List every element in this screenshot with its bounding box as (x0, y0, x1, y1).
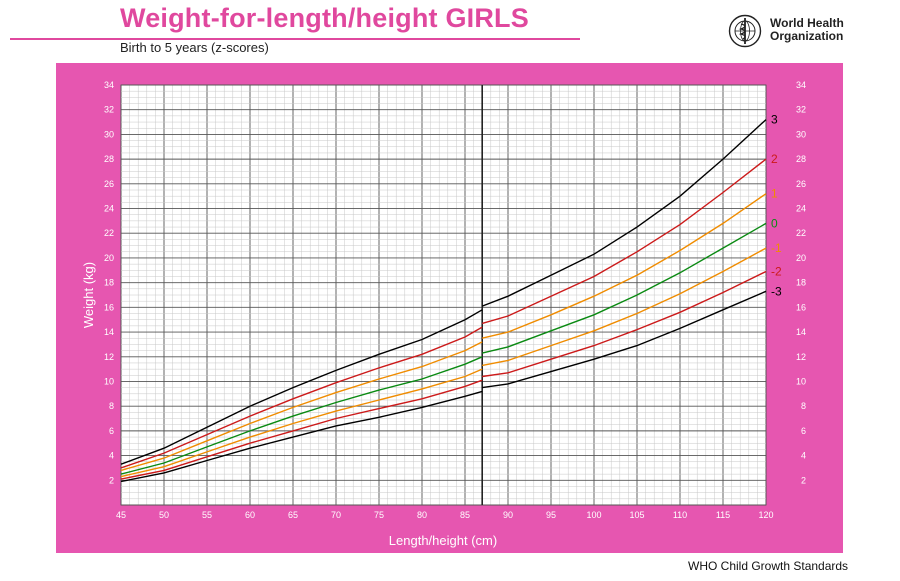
who-name-line1: World Health (770, 16, 844, 30)
x-tick-label: 110 (673, 510, 687, 520)
z-score-lines (120, 119, 767, 483)
series-end-label-z3: 3 (771, 113, 778, 127)
y-tick-label-left: 24 (104, 204, 114, 214)
series-end-label-z1: 1 (771, 187, 778, 201)
series-line-z0 (120, 356, 483, 475)
y-tick-label-right: 16 (796, 302, 806, 312)
series-end-label-z-2: -2 (771, 265, 782, 279)
series-line-z3 (120, 309, 483, 465)
who-name-line2: Organization (770, 29, 844, 43)
x-axis-label: Length/height (cm) (389, 533, 497, 548)
x-tick-label: 115 (716, 510, 730, 520)
who-emblem-icon (728, 14, 762, 48)
y-tick-label-left: 28 (104, 154, 114, 164)
x-tick-label: 45 (116, 510, 126, 520)
y-tick-label-right: 18 (796, 278, 806, 288)
x-tick-label: 85 (460, 510, 470, 520)
y-tick-label-right: 24 (796, 204, 806, 214)
series-end-label-z-1: -1 (771, 241, 782, 255)
grid (120, 84, 767, 506)
y-tick-label-right: 26 (796, 179, 806, 189)
x-tick-label: 90 (503, 510, 513, 520)
y-tick-label-right: 32 (796, 105, 806, 115)
y-tick-label-right: 14 (796, 327, 806, 337)
x-tick-label: 120 (758, 510, 773, 520)
x-tick-label: 60 (245, 510, 255, 520)
x-tick-label: 80 (417, 510, 427, 520)
y-tick-label-right: 6 (801, 426, 806, 436)
y-tick-label-right: 22 (796, 228, 806, 238)
series-line-z-2 (120, 379, 483, 480)
y-tick-label-left: 14 (104, 327, 114, 337)
x-tick-label: 95 (546, 510, 556, 520)
chart-subtitle: Birth to 5 years (z-scores) (120, 40, 269, 55)
y-axis-label: Weight (kg) (81, 262, 96, 328)
series-line-z-2-height (482, 270, 767, 378)
y-tick-label-right: 4 (801, 451, 806, 461)
series-line-z-3 (120, 390, 483, 483)
y-tick-label-right: 30 (796, 129, 806, 139)
y-tick-label-left: 18 (104, 278, 114, 288)
y-tick-label-left: 26 (104, 179, 114, 189)
series-end-label-z-3: -3 (771, 284, 782, 298)
y-tick-label-left: 8 (109, 401, 114, 411)
who-name: World Health Organization (770, 17, 844, 43)
series-line-z1-height (482, 193, 767, 339)
series-line-z1 (120, 341, 483, 472)
y-tick-label-left: 22 (104, 228, 114, 238)
y-tick-label-left: 32 (104, 105, 114, 115)
series-line-z2-height (482, 158, 767, 325)
y-tick-label-right: 2 (801, 475, 806, 485)
x-tick-label: 55 (202, 510, 212, 520)
y-tick-label-left: 6 (109, 426, 114, 436)
x-tick-label: 105 (629, 510, 644, 520)
x-tick-label: 75 (374, 510, 384, 520)
x-tick-label: 100 (586, 510, 601, 520)
series-line-z-1 (120, 368, 483, 478)
series-line-z-3-height (482, 290, 767, 389)
y-tick-label-left: 12 (104, 352, 114, 362)
series-end-label-z0: 0 (771, 216, 778, 230)
z-score-labels: 3 2 1 0 -1 -2 -3 (771, 113, 782, 299)
title-underline (10, 38, 580, 40)
y-tick-label-left: 16 (104, 302, 114, 312)
y-tick-label-right: 28 (796, 154, 806, 164)
y-tick-label-right: 8 (801, 401, 806, 411)
y-tick-label-right: 20 (796, 253, 806, 263)
y-tick-label-left: 34 (104, 80, 114, 90)
y-tick-label-left: 4 (109, 451, 114, 461)
y-tick-label-left: 2 (109, 475, 114, 485)
x-tick-label: 65 (288, 510, 298, 520)
footer-source: WHO Child Growth Standards (688, 559, 849, 573)
y-tick-label-right: 10 (796, 376, 806, 386)
y-tick-label-left: 30 (104, 129, 114, 139)
series-line-z0-height (482, 222, 767, 354)
chart-title: Weight-for-length/height GIRLS (120, 3, 529, 33)
y-tick-label-right: 34 (796, 80, 806, 90)
y-tick-label-left: 10 (104, 376, 114, 386)
y-tick-label-left: 20 (104, 253, 114, 263)
series-line-z3-height (481, 119, 767, 307)
series-line-z2 (120, 326, 483, 469)
x-tick-label: 70 (331, 510, 341, 520)
series-end-label-z2: 2 (771, 152, 778, 166)
series-line-z-1-height (482, 247, 767, 367)
x-tick-label: 50 (159, 510, 169, 520)
y-tick-label-right: 12 (796, 352, 806, 362)
